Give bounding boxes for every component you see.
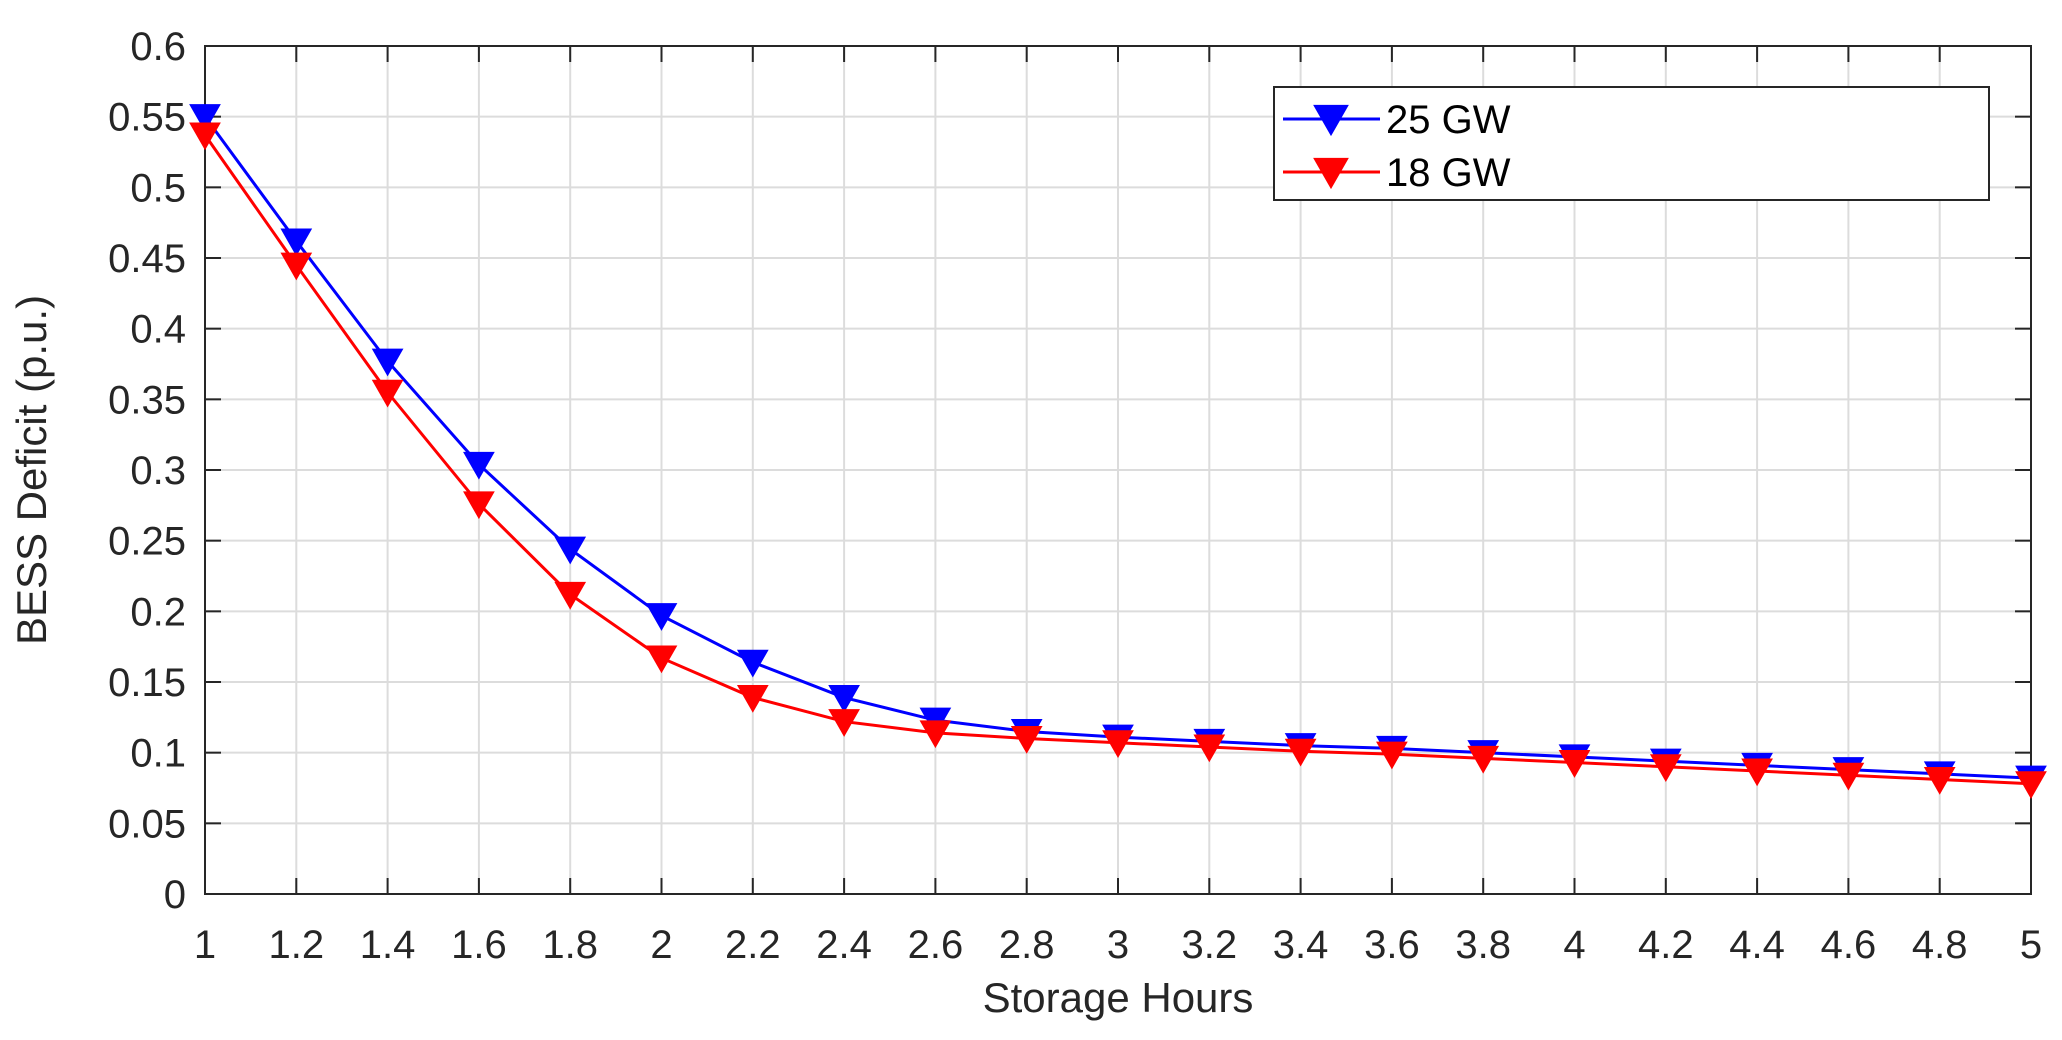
legend: 25 GW 18 GW: [1273, 86, 1990, 201]
x-tick-label: 2.2: [725, 923, 781, 967]
y-tick-label: 0.35: [108, 378, 186, 422]
data-point: [189, 122, 221, 151]
series-2: [189, 122, 2047, 800]
y-tick-label: 0.05: [108, 802, 186, 846]
legend-label: 18 GW: [1386, 151, 1511, 195]
data-point: [645, 645, 678, 674]
x-tick-label: 3.6: [1364, 923, 1420, 967]
data-point: [828, 709, 860, 737]
x-tick-label: 1: [194, 923, 216, 967]
legend-box: [1273, 86, 1990, 201]
data-point: [1376, 741, 1408, 770]
x-axis-ticks: 1 1.2 1.4 1.6 1.8 2 2.2 2.4 2.6 2.8 3 3.2 3.4 3.6 3.8 4…: [194, 46, 2042, 967]
x-tick-label: 4.6: [1821, 923, 1877, 967]
y-tick-label: 0.4: [130, 308, 186, 352]
x-axis-label: Storage Hours: [983, 974, 1254, 1021]
data-point: [280, 252, 313, 281]
data-point: [189, 104, 221, 132]
data-point: [1832, 762, 1865, 791]
x-tick-label: 3.4: [1273, 923, 1329, 967]
legend-marker: [1313, 157, 1349, 190]
data-point: [2015, 771, 2047, 800]
data-point: [554, 536, 587, 565]
x-tick-label: 2.4: [816, 923, 872, 967]
x-tick-label: 5: [2020, 923, 2042, 967]
x-tick-label: 4.2: [1638, 923, 1694, 967]
data-point: [645, 603, 678, 631]
data-point: [1010, 726, 1043, 754]
data-point: [736, 685, 769, 713]
data-point: [1284, 738, 1317, 767]
legend-entry: 18 GW: [1283, 151, 1511, 195]
x-tick-label: 2.6: [908, 923, 964, 967]
series-layer: [189, 104, 2047, 800]
x-tick-label: 3: [1107, 923, 1129, 967]
x-tick-label: 4.4: [1729, 923, 1785, 967]
data-point: [1102, 730, 1134, 759]
data-point: [1193, 734, 1226, 763]
y-tick-label: 0.15: [108, 661, 186, 705]
data-point: [1558, 750, 1591, 778]
x-tick-label: 1.6: [451, 923, 507, 967]
data-point: [554, 581, 587, 610]
data-point: [1923, 767, 1956, 795]
data-point: [1741, 758, 1773, 787]
y-tick-label: 0: [164, 873, 186, 917]
data-point: [1467, 745, 1500, 774]
x-tick-label: 4: [1563, 923, 1585, 967]
y-tick-label: 0.25: [108, 520, 186, 564]
x-tick-label: 2.8: [999, 923, 1055, 967]
legend-label: 25 GW: [1386, 98, 1511, 142]
data-point: [371, 348, 404, 377]
data-point: [1649, 754, 1682, 783]
y-tick-label: 0.5: [130, 166, 186, 210]
x-tick-label: 3.8: [1455, 923, 1511, 967]
x-tick-label: 3.2: [1181, 923, 1237, 967]
x-tick-label: 2: [650, 923, 672, 967]
data-point: [463, 451, 495, 480]
y-tick-label: 0.1: [130, 732, 186, 776]
legend-entry: 25 GW: [1283, 98, 1511, 142]
y-tick-label: 0.3: [130, 449, 186, 493]
legend-marker: [1313, 104, 1349, 137]
x-tick-label: 1.4: [360, 923, 416, 967]
x-tick-label: 1.2: [268, 923, 324, 967]
data-point: [280, 228, 313, 257]
y-tick-label: 0.45: [108, 237, 186, 281]
data-point: [736, 649, 769, 678]
data-point: [371, 379, 404, 408]
y-axis-label: BESS Deficit (p.u.): [8, 295, 55, 645]
y-tick-label: 0.2: [130, 590, 186, 634]
data-point: [828, 685, 860, 713]
y-tick-label: 0.55: [108, 96, 186, 140]
data-point: [463, 491, 495, 520]
data-point: [919, 720, 952, 749]
x-tick-label: 1.8: [542, 923, 598, 967]
y-axis-ticks: 0 0.05 0.1 0.15 0.2 0.25 0.3 0.35 0.4 0.45 0.5 0.55…: [108, 25, 2031, 917]
x-tick-label: 4.8: [1912, 923, 1968, 967]
y-tick-label: 0.6: [130, 25, 186, 69]
